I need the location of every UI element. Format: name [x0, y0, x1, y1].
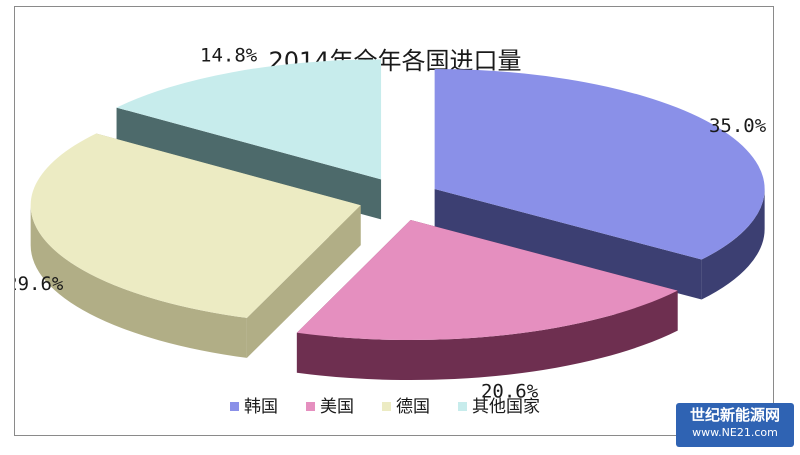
pie-slice-韩国: [434, 69, 765, 300]
legend: 韩国 美国 德国 其他国家: [230, 397, 540, 417]
pie-slice-德国: [30, 133, 361, 358]
pie-slice-side: [296, 290, 678, 381]
legend-label: 德国: [396, 397, 430, 417]
data-label-美国: 20.6%: [481, 381, 539, 403]
chart-frame: 2014年全年各国进口量 35.0%20.6%29.6%14.8% 韩国美国德国…: [14, 6, 774, 436]
data-label-layer: 35.0% 20.6% 29.6% 14.8%: [15, 44, 767, 402]
pie-layer: [30, 59, 765, 381]
pie-slice-top: [434, 69, 765, 260]
site-watermark-logo: 世纪新能源网 www.NE21.com: [676, 403, 794, 447]
pie-slice-美国: [296, 220, 678, 381]
watermark-url: www.NE21.com: [692, 426, 778, 439]
data-label-韩国: 35.0%: [709, 115, 767, 137]
watermark-title: 世纪新能源网: [689, 406, 780, 424]
pie-slice-top: [296, 220, 678, 341]
data-label-德国: 29.6%: [15, 273, 64, 295]
legend-swatch: [458, 402, 467, 411]
legend-label: 韩国: [244, 397, 278, 417]
legend-swatch: [306, 402, 315, 411]
pie-slice-wall: [246, 205, 361, 358]
legend-item-美国: 美国: [306, 397, 354, 417]
pie-slice-top: [116, 59, 382, 180]
legend-swatch: [230, 402, 239, 411]
legend-label: 美国: [320, 397, 354, 417]
legend-item-其他国家: 其他国家: [458, 397, 540, 417]
pie-slice-wall: [434, 189, 702, 300]
data-label-其他国家: 14.8%: [200, 44, 258, 66]
pie-chart: 2014年全年各国进口量 35.0%20.6%29.6%14.8% 韩国美国德国…: [15, 44, 767, 417]
pie-slice-wall: [116, 107, 382, 220]
pie-slice-其他国家: [116, 59, 382, 220]
legend-item-韩国: 韩国: [230, 397, 278, 417]
legend-label: 其他国家: [472, 397, 540, 417]
pie-slice-side: [30, 205, 247, 358]
pie-slice-top: [30, 133, 361, 318]
legend-swatch: [382, 402, 391, 411]
pie-slice-side: [701, 189, 765, 300]
legend-item-德国: 德国: [382, 397, 430, 417]
